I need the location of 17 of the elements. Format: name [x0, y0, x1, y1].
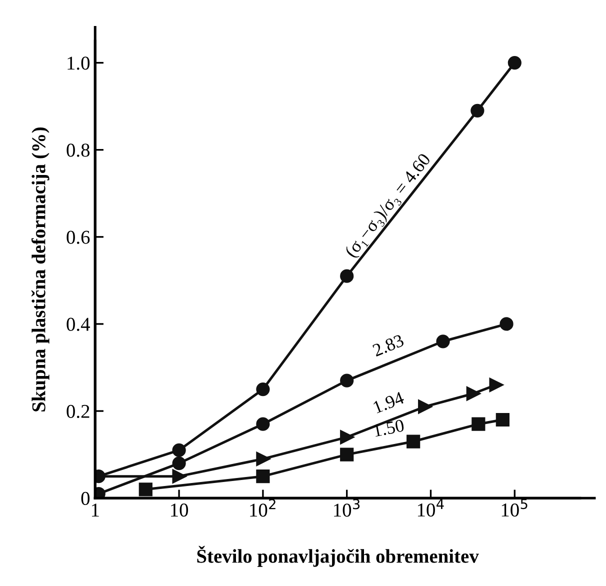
y-tick-label: 0.2 — [66, 404, 90, 418]
y-tick-label: 0.8 — [66, 144, 90, 157]
text: 2.83 — [372, 334, 405, 357]
y-tick-label: 1.0 — [68, 56, 90, 70]
y-tick-label: 0.4 — [66, 318, 90, 331]
x-tick-label: 10$^{2}$ — [250, 499, 276, 517]
x-tick-label: 10$^{4}$ — [418, 499, 444, 517]
x-tick-label: 1 — [92, 504, 99, 516]
x-tick-label: 10$^{3}$ — [334, 499, 360, 517]
text: 1.94 — [372, 391, 405, 414]
y-tick-label: 0.6 — [66, 230, 90, 244]
x-tick-label: 10$^{5}$ — [502, 499, 528, 517]
y-axis-title: Skupna plastična deformacija (%) — [31, 128, 50, 412]
text: 1.50 — [373, 419, 405, 437]
x-tick-label: 10 — [171, 504, 188, 517]
y-tick-label: 0 — [81, 492, 90, 506]
x-axis-title: Število ponavljajočih obremenitev — [197, 546, 479, 567]
